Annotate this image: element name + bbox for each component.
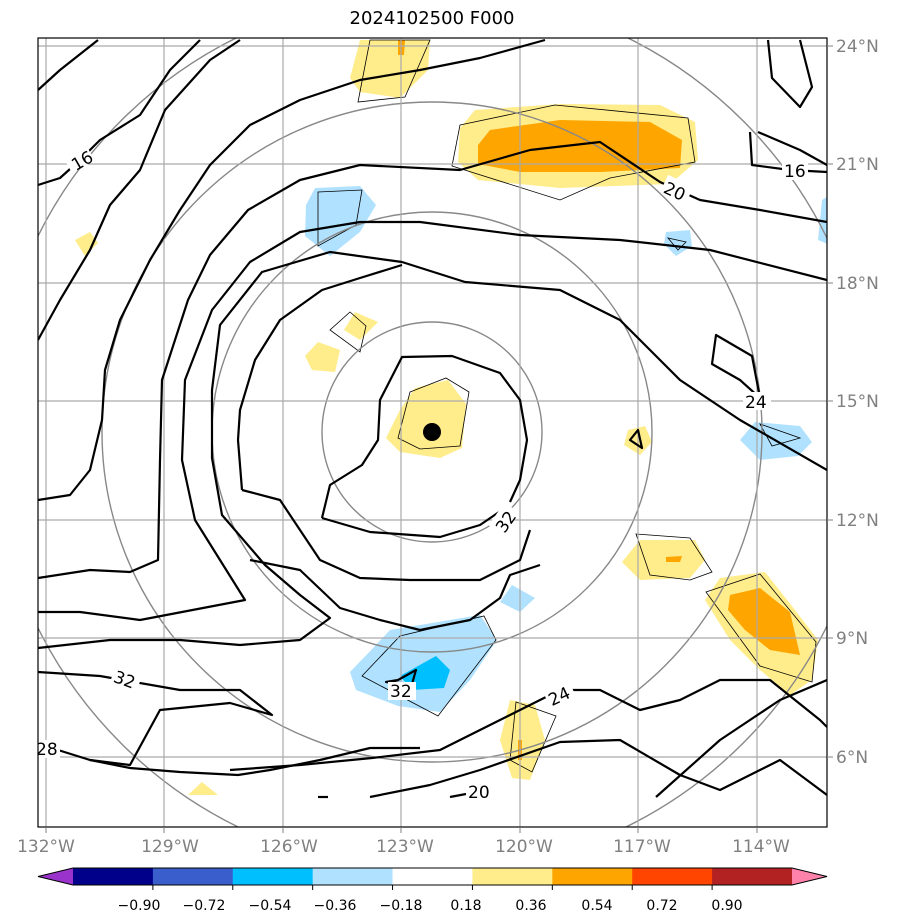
contour-label: 16 <box>784 162 806 182</box>
longitude-labels: 132°W 129°W 126°W 123°W 120°W 117°W 114°… <box>17 837 790 857</box>
plot-frame <box>37 37 828 828</box>
contour-label: 24 <box>745 393 767 413</box>
lat-label: 9°N <box>836 629 868 649</box>
colorbar-tick: −0.18 <box>380 898 423 914</box>
colorbar-tick: −0.36 <box>314 898 357 914</box>
colorbar-segment <box>152 868 234 885</box>
contour-label: 28 <box>36 740 58 760</box>
lat-label: 6°N <box>836 748 868 768</box>
lon-label: 132°W <box>17 837 75 857</box>
colorbar-segment <box>73 868 154 885</box>
colorbar-tick: −0.54 <box>249 898 292 914</box>
colorbar-segment <box>712 868 793 885</box>
colorbar-tick: 0.18 <box>450 898 481 914</box>
colorbar-extend-max <box>792 868 827 885</box>
lat-label: 12°N <box>836 511 879 531</box>
colorbar-tick: 0.90 <box>711 898 742 914</box>
colorbar <box>37 867 828 890</box>
contour-label: 32 <box>390 682 412 702</box>
colorbar-tick: −0.90 <box>118 898 161 914</box>
colorbar-segment <box>632 868 713 885</box>
latitude-labels: 24°N 21°N 18°N 15°N 12°N 9°N 6°N <box>836 37 879 768</box>
colorbar-tick-labels: −0.90 −0.72 −0.54 −0.36 −0.18 0.18 0.36 … <box>118 898 743 914</box>
map-title: 2024102500 F000 <box>349 8 515 29</box>
tick-marks <box>45 45 833 833</box>
positive-anomaly-east <box>622 540 705 580</box>
positive-anomaly-north-core <box>478 120 682 172</box>
gridlines <box>38 38 827 827</box>
positive-anomaly-top <box>350 40 430 98</box>
colorbar-segment <box>232 868 314 885</box>
colorbar-segment <box>312 868 394 885</box>
colorbar-segment <box>472 868 553 885</box>
colorbar-outline <box>37 867 828 886</box>
colorbar-tick: 0.54 <box>581 898 612 914</box>
positive-anomaly-center <box>386 380 466 458</box>
colorbar-extend-min <box>38 868 73 885</box>
storm-center-marker <box>423 423 441 441</box>
lon-label: 126°W <box>260 837 318 857</box>
lon-label: 129°W <box>141 837 199 857</box>
colorbar-tick: 0.36 <box>515 898 546 914</box>
lon-label: 120°W <box>495 837 553 857</box>
contour-label: 20 <box>468 783 490 803</box>
colorbar-tick: −0.72 <box>183 898 226 914</box>
lat-label: 21°N <box>836 155 879 175</box>
colorbar-segment <box>392 868 473 885</box>
plot-area: 16 16 20 20 24 24 28 32 32 32 <box>36 38 827 827</box>
colorbar-segment <box>552 868 633 885</box>
lon-label: 123°W <box>376 837 434 857</box>
lat-label: 18°N <box>836 274 879 294</box>
negative-anomaly-northwest <box>305 186 376 256</box>
lat-label: 15°N <box>836 392 879 412</box>
lon-label: 114°W <box>732 837 790 857</box>
lat-label: 24°N <box>836 37 879 57</box>
lon-label: 117°W <box>613 837 671 857</box>
colorbar-tick: 0.72 <box>646 898 677 914</box>
